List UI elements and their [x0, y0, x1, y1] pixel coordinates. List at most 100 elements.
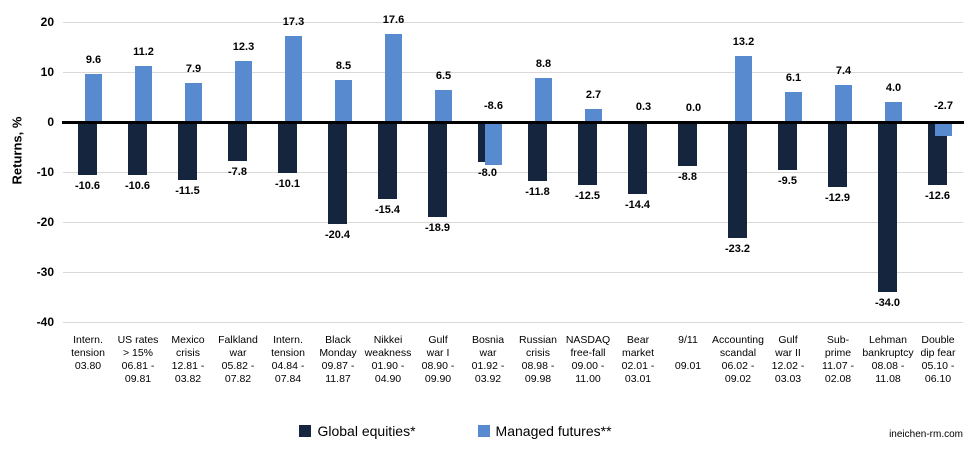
- x-category-label: US rates > 15% 06.81 - 09.81: [117, 334, 159, 385]
- value-label-managed-futures: 4.0: [885, 82, 902, 94]
- value-label-managed-futures: 7.9: [185, 62, 202, 75]
- bar-global-equities: [828, 122, 847, 187]
- bar-managed-futures: [935, 122, 952, 136]
- bar-global-equities: [778, 122, 797, 170]
- value-label-managed-futures: 0.0: [685, 102, 702, 114]
- value-label-global-equities: -14.4: [624, 199, 651, 211]
- managed-futures-legend-swatch: [477, 425, 490, 437]
- value-label-global-equities: -34.0: [874, 297, 901, 309]
- bar-managed-futures: [85, 74, 102, 122]
- x-axis-line: [62, 121, 964, 124]
- x-category-label: Gulf war I 08.90 - 09.90: [421, 334, 455, 385]
- x-category-label: Bosnia war 01.92 - 03.92: [471, 334, 505, 385]
- gridline: [63, 322, 963, 323]
- value-label-managed-futures: 11.2: [133, 46, 154, 58]
- x-category-label: Accounting scandal 06.02 - 09.02: [712, 334, 764, 385]
- x-category-label: Double dip fear 05.10 - 06.10: [920, 334, 956, 385]
- value-label-managed-futures: 17.6: [382, 14, 405, 26]
- bar-managed-futures: [185, 82, 202, 122]
- bar-managed-futures: [235, 60, 252, 122]
- x-category-label: Mexico crisis 12.81 - 03.82: [171, 334, 205, 385]
- bar-global-equities: [228, 122, 247, 161]
- x-category-label: Intern. tension 04.84 - 07.84: [271, 334, 305, 385]
- value-label-managed-futures: 12.3: [232, 40, 255, 53]
- x-category-label: Intern. tension 03.80: [71, 334, 105, 372]
- y-tick-label: 10: [40, 65, 54, 79]
- value-label-managed-futures: 2.7: [585, 88, 602, 101]
- value-label-managed-futures: 17.3: [282, 15, 305, 28]
- value-label-managed-futures: 0.3: [635, 100, 652, 113]
- legend-label-managed-futures: Managed futures**: [495, 423, 612, 439]
- value-label-global-equities: -9.5: [778, 174, 797, 187]
- value-label-managed-futures: 13.2: [732, 36, 755, 48]
- value-label-global-equities: -20.4: [324, 229, 351, 241]
- bar-global-equities: [528, 122, 547, 181]
- value-label-global-equities: -12.9: [824, 191, 851, 204]
- value-label-managed-futures: -2.7: [934, 100, 953, 112]
- legend: Global equities* Managed futures**: [0, 423, 941, 439]
- plot-area: 9.6 -10.6 11.2 -10.6 7.9 -11.5 12.3 -7.8 17.3 -10…: [62, 14, 964, 323]
- y-tick-label: 0: [47, 115, 54, 129]
- y-tick-label: -30: [36, 265, 54, 279]
- gridline: [63, 22, 963, 23]
- bar-managed-futures: [585, 108, 602, 122]
- bar-managed-futures: [385, 34, 402, 122]
- x-category-label: Black Monday 09.87 - 11.87: [319, 334, 357, 385]
- x-category-label: Bear market 02.01 - 03.01: [621, 334, 655, 385]
- bar-managed-futures: [285, 35, 302, 122]
- y-tick-label: -20: [36, 215, 54, 229]
- gridline: [63, 222, 963, 223]
- value-label-global-equities: -11.5: [175, 184, 200, 197]
- value-label-global-equities: -7.8: [228, 166, 247, 178]
- bar-global-equities: [728, 122, 747, 238]
- bar-managed-futures: [535, 78, 552, 122]
- global-equities-legend-swatch: [299, 425, 312, 437]
- bar-global-equities: [78, 122, 97, 175]
- value-label-global-equities: -23.2: [724, 243, 751, 255]
- value-label-global-equities: -8.0: [478, 167, 497, 179]
- bar-global-equities: [428, 122, 447, 217]
- value-label-global-equities: -12.6: [924, 190, 951, 202]
- bar-global-equities: [578, 122, 597, 185]
- bar-global-equities: [128, 122, 147, 175]
- bar-managed-futures: [135, 66, 152, 122]
- bar-managed-futures: [885, 102, 902, 122]
- x-category-label: Gulf war II 12.02 - 03.03: [771, 334, 805, 385]
- source-text: ineichen-rm.com: [889, 429, 963, 440]
- bar-global-equities: [678, 122, 697, 166]
- value-label-managed-futures: 9.6: [85, 54, 102, 66]
- x-category-label: Falkland war 05.82 - 07.82: [218, 334, 258, 385]
- bar-global-equities: [178, 122, 197, 180]
- value-label-global-equities: -11.8: [525, 186, 550, 198]
- bar-managed-futures: [485, 122, 502, 165]
- x-category-label: NASDAQ free-fall 09.00 - 11.00: [565, 334, 611, 385]
- bar-global-equities: [928, 122, 947, 185]
- value-label-managed-futures: 6.5: [435, 69, 452, 82]
- value-label-global-equities: -18.9: [424, 221, 451, 234]
- value-label-managed-futures: 7.4: [835, 65, 852, 77]
- x-category-label: Lehman bankruptcy 08.08 - 11.08: [862, 334, 914, 385]
- bar-global-equities: [628, 122, 647, 194]
- y-tick-label: 20: [40, 15, 54, 29]
- value-label-managed-futures: 8.5: [335, 59, 352, 72]
- x-category-label: Sub- prime 11.07 - 02.08: [822, 334, 854, 385]
- value-label-global-equities: -12.5: [574, 189, 601, 202]
- value-label-global-equities: -10.6: [74, 180, 101, 192]
- x-category-label: Nikkei weakness 01.90 - 04.90: [364, 334, 412, 385]
- value-label-global-equities: -10.1: [274, 177, 301, 190]
- value-label-global-equities: -15.4: [374, 204, 401, 216]
- legend-item-global-equities: Global equities*: [299, 423, 416, 439]
- gridline: [63, 172, 963, 173]
- value-label-global-equities: -8.8: [678, 171, 697, 183]
- value-label-managed-futures: 6.1: [785, 71, 802, 84]
- gridline: [63, 272, 963, 273]
- y-tick-label: -10: [36, 165, 54, 179]
- bar-global-equities: [278, 122, 297, 173]
- bar-managed-futures: [835, 85, 852, 122]
- gridline: [63, 72, 963, 73]
- bar-managed-futures: [335, 79, 352, 122]
- bar-global-equities: [878, 122, 897, 292]
- y-tick-label: -40: [36, 315, 54, 329]
- bar-managed-futures: [785, 91, 802, 122]
